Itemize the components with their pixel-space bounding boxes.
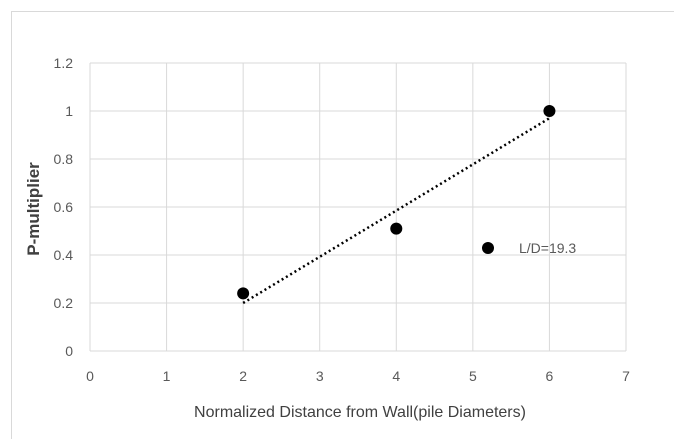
y-tick-label: 1.2 <box>54 55 74 71</box>
legend-marker <box>482 242 494 254</box>
grid <box>89 62 627 352</box>
data-point <box>543 105 556 117</box>
x-tick-label: 0 <box>86 368 94 384</box>
x-axis-title: Normalized Distance from Wall(pile Diame… <box>194 404 526 421</box>
chart-frame <box>11 11 674 439</box>
y-tick-label: 0.2 <box>54 295 74 311</box>
data-point <box>237 287 250 300</box>
data-points <box>237 105 556 300</box>
y-tick-label: 0.4 <box>54 247 74 263</box>
x-tick-label: 1 <box>163 368 171 384</box>
tick-labels: 0 1 2 3 4 5 6 7 0 0.2 0.4 0.6 0.8 1 1.2 <box>54 55 631 384</box>
y-axis-title: P-multiplier <box>24 162 43 256</box>
x-tick-label: 6 <box>546 368 554 384</box>
data-point <box>390 222 403 235</box>
y-tick-label: 0 <box>65 343 73 359</box>
y-tick-label: 1 <box>65 103 73 119</box>
x-tick-label: 2 <box>239 368 247 384</box>
x-tick-label: 3 <box>316 368 324 384</box>
x-tick-label: 7 <box>622 368 630 384</box>
legend: L/D=19.3 <box>482 240 576 256</box>
y-tick-label: 0.6 <box>54 199 74 215</box>
legend-label: L/D=19.3 <box>519 240 576 256</box>
x-tick-label: 4 <box>392 368 400 384</box>
x-tick-label: 5 <box>469 368 477 384</box>
y-tick-label: 0.8 <box>54 151 74 167</box>
